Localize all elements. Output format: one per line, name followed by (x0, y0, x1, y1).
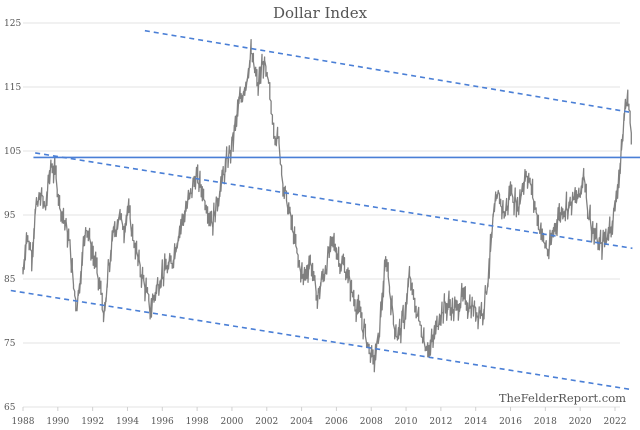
x-tick-label: 2012 (429, 417, 452, 427)
trend-lines (10, 29, 640, 391)
x-tick-label: 2018 (534, 417, 557, 427)
x-tick-label: 1994 (116, 417, 139, 427)
chart-title: Dollar Index (272, 4, 368, 22)
y-tick-label: 75 (4, 339, 16, 349)
x-tick-label: 2008 (360, 417, 383, 427)
x-tick-label: 1996 (151, 417, 174, 427)
y-axis: 125 115 105 95 85 75 65 (4, 19, 21, 413)
x-tick-label: 1992 (81, 417, 104, 427)
x-axis: 1988 1990 1992 1994 1996 1998 2000 2002 2004 2006… (12, 407, 627, 427)
x-tick-label: 1990 (46, 417, 69, 427)
y-tick-label: 115 (4, 83, 21, 93)
middle-channel-trendline (35, 152, 633, 250)
x-tick-label: 2006 (325, 417, 348, 427)
y-tick-label: 105 (4, 147, 21, 157)
y-tick-label: 125 (4, 19, 21, 29)
x-tick-label: 2004 (290, 417, 313, 427)
x-tick-label: 1998 (186, 417, 209, 427)
upper-channel-trendline (144, 29, 633, 114)
x-tick-label: 2022 (604, 417, 627, 427)
x-tick-label: 2002 (255, 417, 278, 427)
x-tick-label: 2010 (395, 417, 418, 427)
x-tick-label: 1988 (12, 417, 35, 427)
y-tick-label: 85 (4, 275, 16, 285)
price-series (22, 38, 632, 373)
watermark: TheFelderReport.com (498, 391, 626, 405)
dollar-index-line (22, 38, 632, 373)
x-tick-label: 2020 (569, 417, 592, 427)
lower-channel-trendline (10, 289, 633, 391)
y-tick-label: 95 (4, 211, 16, 221)
y-tick-label: 65 (4, 403, 16, 413)
gridlines (23, 22, 620, 408)
x-tick-label: 2016 (499, 417, 522, 427)
x-tick-label: 2000 (220, 417, 243, 427)
x-tick-label: 2014 (464, 417, 487, 427)
